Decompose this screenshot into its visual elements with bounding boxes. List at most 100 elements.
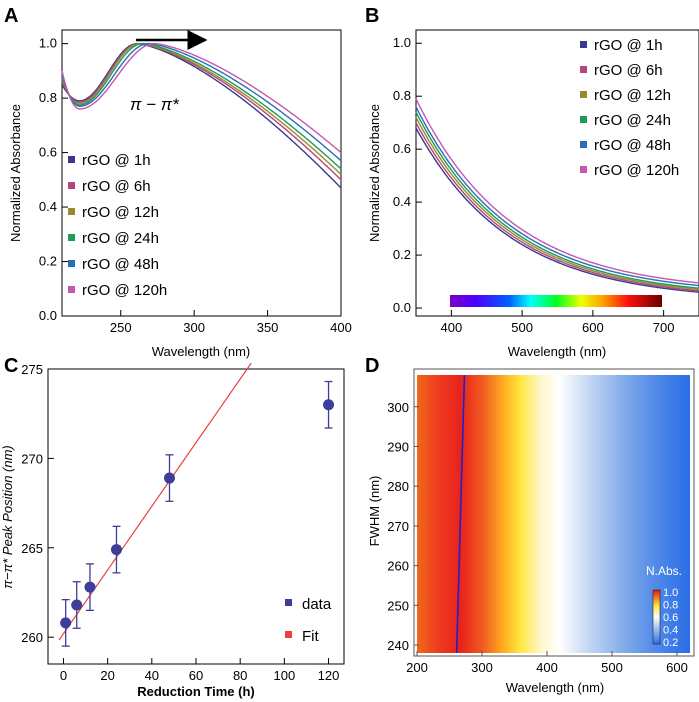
panel-a-series-4 — [61, 42, 342, 170]
panel-b-series-1 — [415, 127, 699, 293]
panel-b-series-2 — [415, 122, 699, 292]
panel-c-xtick-label: 120 — [318, 668, 340, 683]
panel-a-xtick-label: 400 — [330, 320, 352, 335]
panel-a-ytick-label: 0.0 — [39, 308, 57, 323]
legend-entry-label: rGO @ 24h — [594, 112, 671, 129]
legend-swatch — [68, 208, 75, 215]
panel-d-ytick-label: 300 — [387, 400, 409, 415]
colorbar-title: N.Abs. — [646, 564, 682, 578]
legend-entry-label: rGO @ 48h — [82, 256, 159, 273]
legend-swatch — [580, 116, 587, 123]
panel-a-ytick-label: 0.4 — [39, 199, 57, 214]
data-point — [323, 399, 335, 411]
panel-c-peak-position: 0 20 40 60 80 100 120 260 265 270 275 Reduction T… — [0, 362, 345, 699]
legend-entry-label: rGO @ 24h — [82, 230, 159, 247]
panel-c-xtick-label: 20 — [100, 668, 114, 683]
data-point — [110, 544, 122, 556]
panel-d-xtick-label: 200 — [406, 660, 428, 675]
panel-b-plot-frame — [415, 29, 699, 317]
panel-a-plot-frame — [61, 29, 342, 317]
legend-entry-label: rGO @ 12h — [82, 204, 159, 221]
legend-swatch — [68, 182, 75, 189]
panel-b-ytick-label: 0.0 — [393, 300, 411, 315]
panel-label-a: A — [4, 5, 18, 27]
panel-c-xtick-label: 100 — [274, 668, 296, 683]
legend-entry-label: rGO @ 48h — [594, 137, 671, 154]
panel-c-xtick-label: 80 — [233, 668, 247, 683]
panel-a-ylabel: Normalized Absorbance — [8, 104, 23, 242]
legend-entry-label: rGO @ 120h — [594, 162, 679, 179]
panel-c-plot-frame — [47, 368, 345, 665]
legend-entry-label: rGO @ 1h — [594, 37, 663, 54]
data-point — [163, 472, 175, 484]
legend-swatch — [68, 286, 75, 293]
panel-label-c: C — [4, 355, 18, 377]
legend-swatch — [68, 234, 75, 241]
panel-d-xtick-label: 300 — [471, 660, 493, 675]
panel-b-xlabel: Wavelength (nm) — [508, 344, 607, 359]
panel-b-series-5 — [415, 106, 699, 287]
panel-a-series-5 — [61, 42, 342, 162]
panel-d-colorbar: N.Abs. 1.00.80.60.40.2 — [646, 564, 682, 649]
panel-c-ytick-label: 270 — [21, 451, 43, 466]
panel-c-ytick-label: 260 — [21, 630, 43, 645]
panel-d-ytick-label: 260 — [387, 559, 409, 574]
panel-b-ytick-label: 0.4 — [393, 194, 411, 209]
panel-a-xtick-label: 250 — [110, 320, 132, 335]
panel-c-xtick-label: 60 — [189, 668, 203, 683]
legend-entry-label: rGO @ 12h — [594, 87, 671, 104]
panel-d-ytick-label: 270 — [387, 519, 409, 534]
panel-d-ytick-label: 290 — [387, 439, 409, 454]
colorbar-tick-label: 0.4 — [663, 625, 678, 637]
panel-c-legend: data Fit — [285, 596, 332, 645]
legend-swatch — [68, 260, 75, 267]
panel-b-series-3 — [415, 117, 699, 291]
panel-a-xtick-label: 350 — [257, 320, 279, 335]
panel-d-xtick-label: 500 — [601, 660, 623, 675]
panel-a-absorbance-uv: 250 300 350 400 0.0 0.2 0.4 0.6 0.8 1.0 Waveleng… — [8, 29, 352, 359]
panel-a-xlabel: Wavelength (nm) — [152, 344, 251, 359]
panel-c-xtick-label: 40 — [145, 668, 159, 683]
panel-a-series-3 — [61, 42, 342, 175]
panel-a-ytick-label: 0.2 — [39, 254, 57, 269]
panel-a-ytick-label: 0.6 — [39, 145, 57, 160]
legend-swatch — [580, 91, 587, 98]
panel-a-series-6 — [61, 42, 342, 154]
panel-a-series-2 — [61, 42, 342, 181]
legend-entry-label: data — [302, 596, 332, 613]
panel-c-ytick-label: 265 — [21, 541, 43, 556]
legend-swatch — [580, 141, 587, 148]
legend-entry-label: rGO @ 6h — [594, 62, 663, 79]
panel-d-ytick-label: 250 — [387, 598, 409, 613]
panel-d-ylabel: FWHM (nm) — [367, 476, 382, 547]
panel-a-xtick-label: 300 — [183, 320, 205, 335]
panel-b-ytick-label: 0.2 — [393, 247, 411, 262]
colorbar-tick-label: 0.8 — [663, 600, 678, 612]
panel-b-legend: rGO @ 1h rGO @ 6h rGO @ 12h rGO @ 24h rGO @ … — [580, 37, 679, 179]
panel-d-xtick-label: 400 — [536, 660, 558, 675]
panel-d-xtick-label: 600 — [666, 660, 688, 675]
panel-b-absorbance-vis: 400 500 600 700 0.0 0.2 0.4 0.6 0.8 1.0 Waveleng… — [367, 29, 699, 359]
legend-swatch-data — [285, 599, 292, 606]
panel-c-ytick-label: 275 — [21, 362, 43, 377]
panel-b-series-6 — [415, 98, 699, 284]
panel-a-ytick-label: 1.0 — [39, 36, 57, 51]
panel-b-ytick-label: 0.8 — [393, 88, 411, 103]
panel-label-d: D — [365, 355, 379, 377]
data-point — [60, 617, 72, 629]
colorbar-gradient — [652, 589, 661, 645]
panel-a-series-1 — [61, 42, 342, 189]
panel-a-ytick-label: 0.8 — [39, 90, 57, 105]
data-point — [71, 599, 83, 611]
panel-d-ytick-label: 280 — [387, 479, 409, 494]
legend-swatch — [68, 156, 75, 163]
colorbar-tick-label: 0.6 — [663, 612, 678, 624]
panel-b-ytick-label: 1.0 — [393, 35, 411, 50]
legend-swatch — [580, 66, 587, 73]
fit-line — [58, 362, 252, 641]
legend-swatch — [580, 166, 587, 173]
panel-d-heatmap: 200 300 400 500 600 240 250 260 270 280 290 300 Wa… — [367, 368, 695, 695]
panel-c-ylabel: π−π* Peak Position (nm) — [0, 445, 15, 589]
panel-a-legend: rGO @ 1h rGO @ 6h rGO @ 12h rGO @ 24h rGO @ … — [68, 152, 167, 299]
